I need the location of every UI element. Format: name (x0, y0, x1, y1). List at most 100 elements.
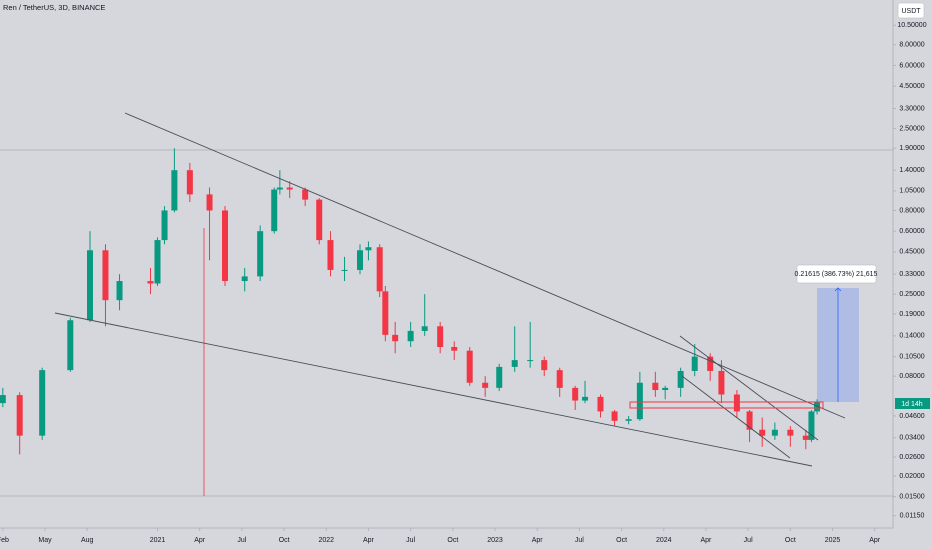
candle-body (316, 199, 323, 241)
candle-body (707, 356, 714, 371)
y-tick-label: 4.50000 (899, 83, 924, 90)
candle-body (382, 291, 389, 335)
x-tick-label: Jul (406, 537, 415, 544)
y-tick-label: 0.10500 (899, 353, 924, 360)
candle-body (286, 187, 293, 190)
y-tick-label: 1.40000 (899, 167, 924, 174)
y-tick-label: 0.01500 (899, 493, 924, 500)
y-tick-label: 0.08000 (899, 373, 924, 380)
price-tag (895, 398, 930, 409)
zone-rect (629, 401, 824, 409)
candle-body (636, 382, 643, 420)
x-tick-label: 2023 (487, 537, 503, 544)
symbol-title: Ren / TetherUS, 3D, BINANCE (3, 3, 105, 12)
y-tick-label: 0.25000 (899, 291, 924, 298)
y-tick-label: 2.50000 (899, 125, 924, 132)
candle-body (271, 189, 278, 232)
y-tick-label: 3.30000 (899, 105, 924, 112)
x-tick-label: Oct (785, 537, 796, 544)
candle-body (556, 370, 563, 388)
x-tick-label: Apr (363, 537, 375, 544)
trendline (679, 335, 819, 441)
candle-body (759, 429, 766, 436)
trendline (124, 112, 846, 419)
y-tick-label: 0.02000 (899, 473, 924, 480)
currency-button[interactable] (897, 2, 925, 19)
candle-body (257, 231, 264, 277)
candle-body (186, 170, 193, 195)
y-tick-label: 0.33000 (899, 271, 924, 278)
x-tick-label: Apr (194, 537, 206, 544)
y-tick-label: 1.05000 (899, 188, 924, 195)
candle-body (652, 382, 659, 391)
trendline (681, 375, 791, 459)
currency[interactable]: USDT (901, 8, 921, 15)
candle-body (421, 326, 428, 331)
candle-body (541, 360, 548, 371)
x-tick-label: Apr (701, 537, 713, 544)
x-tick-label: 2025 (825, 537, 841, 544)
candle-body (154, 240, 161, 284)
countdown: 1d 14h (901, 401, 923, 408)
y-tick-label: 1.90000 (899, 145, 924, 152)
candle-body (302, 189, 309, 200)
y-tick-label: 8.00000 (899, 42, 924, 49)
candle-body (597, 396, 604, 412)
x-tick-label: Jul (237, 537, 246, 544)
candle-body (527, 360, 534, 362)
candle-body (116, 281, 123, 301)
candle-body (771, 429, 778, 436)
x-tick-label: Apr (869, 537, 881, 544)
y-tick-label: 0.02600 (899, 454, 924, 461)
candle-body (365, 247, 372, 251)
candle-body (161, 210, 168, 241)
measure-tooltip (796, 264, 877, 284)
y-tick-label: 0.03400 (899, 435, 924, 442)
candle-body (407, 330, 414, 342)
candle-body (582, 396, 589, 401)
candle-body (171, 170, 178, 211)
candle-body (327, 240, 334, 270)
y-tick-label: 0.80000 (899, 207, 924, 214)
candle-body (511, 360, 518, 367)
candle-body (241, 276, 248, 282)
candle-body (718, 370, 725, 395)
x-tick-label: Apr (532, 537, 544, 544)
candle-body (16, 395, 23, 436)
trendline (54, 312, 813, 467)
candle-body (222, 210, 229, 282)
candle-body (808, 411, 815, 440)
candle-body (87, 250, 94, 321)
x-tick-label: 2021 (150, 537, 166, 544)
candle-body (392, 334, 399, 342)
y-tick-label: 0.45000 (899, 249, 924, 256)
x-tick-label: Jul (744, 537, 753, 544)
candle-body (662, 387, 669, 391)
y-tick-label: 0.19000 (899, 311, 924, 318)
candle-body (276, 187, 283, 190)
trendlines (54, 112, 846, 467)
y-tick-label: 0.04600 (899, 413, 924, 420)
x-tick-label: Oct (279, 537, 290, 544)
measure-arrow-head (834, 287, 842, 292)
candle-body (376, 247, 383, 292)
candle-body (466, 350, 473, 383)
candle-body (733, 394, 740, 412)
candle-body (611, 411, 618, 421)
candle-body (677, 370, 684, 388)
candle-body (67, 320, 74, 371)
candle-body (746, 411, 753, 430)
candle-body (0, 395, 6, 404)
candle-body (437, 326, 444, 347)
y-tick-label: 0.14000 (899, 333, 924, 340)
x-tick-label: 2022 (318, 537, 334, 544)
candle-body (206, 194, 213, 211)
candle-body (691, 356, 698, 371)
measure-label: 0.21615 (386.73%) 21,615 (795, 271, 878, 278)
x-tick-label: Jul (575, 537, 584, 544)
candle-body (39, 370, 46, 436)
y-tick-label: 10.50000 (897, 22, 926, 29)
